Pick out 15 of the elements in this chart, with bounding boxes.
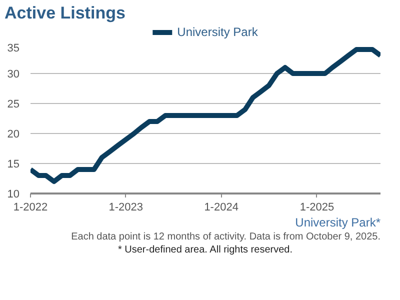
chart-title: Active Listings [4,4,126,22]
y-tick-label: 15 [7,158,20,170]
x-tick-label: 1-2024 [204,202,238,214]
text: University Park* [295,216,381,230]
y-tick-label: 25 [7,98,20,110]
text: Each data point is 12 months of activity. Data is from October 9, 2025. [71,232,381,242]
y-tick-label: 20 [7,128,20,140]
text: * User-defined area. All rights reserved. [118,244,292,256]
y-tick-label: 35 [7,42,20,54]
x-tick-label: 1-2025 [300,202,334,214]
y-tick-label: 10 [7,188,20,200]
y-tick-label: 30 [7,68,20,80]
legend-label: University Park [177,25,258,39]
x-tick-label: 1-2022 [13,202,48,214]
x-tick-label: 1-2023 [108,202,144,214]
